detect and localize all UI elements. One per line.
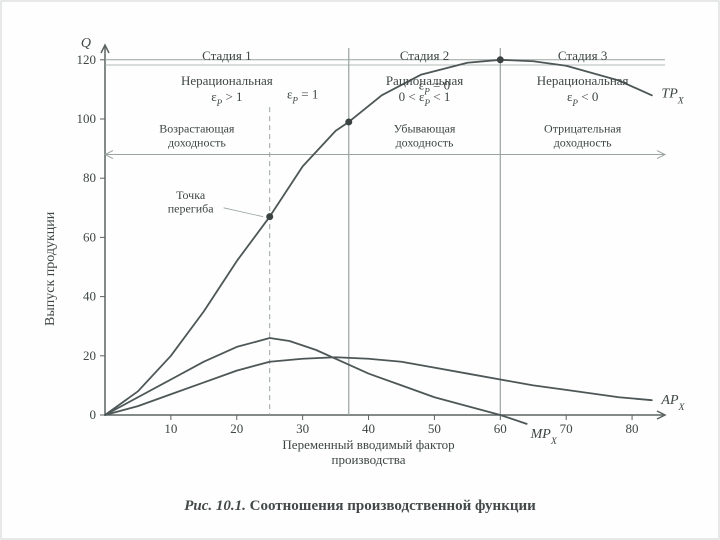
figure-caption: Рис. 10.1. Соотношения производственной … (0, 498, 720, 515)
svg-text:εP > 1: εP > 1 (211, 89, 242, 108)
svg-text:60: 60 (494, 421, 507, 436)
svg-text:APX: APX (660, 393, 685, 413)
svg-text:εP = 1: εP = 1 (287, 86, 318, 105)
svg-text:80: 80 (626, 421, 639, 436)
svg-text:εP < 0: εP < 0 (567, 89, 598, 108)
svg-text:40: 40 (362, 421, 375, 436)
y-axis-label: Выпуск продукции (43, 212, 59, 326)
svg-text:10: 10 (164, 421, 177, 436)
svg-text:120: 120 (77, 52, 97, 67)
svg-text:0: 0 (90, 407, 97, 422)
svg-text:80: 80 (83, 170, 96, 185)
svg-text:40: 40 (83, 289, 96, 304)
svg-text:MPX: MPX (530, 427, 558, 447)
svg-text:Нерациональная: Нерациональная (537, 73, 629, 88)
svg-text:TPX: TPX (661, 86, 684, 106)
figure-title: Соотношения производственной функции (250, 498, 536, 514)
figure-number: Рис. 10.1. (184, 498, 246, 514)
svg-text:20: 20 (83, 348, 96, 363)
svg-text:Стадия 3: Стадия 3 (558, 48, 607, 63)
production-function-chart: 0 20 40 60 80 100 120 10 20 30 40 50 60 70 80 Q Переменн… (0, 0, 720, 540)
figure-container: { "canvas": { "width": 720, "height": 54… (0, 0, 720, 540)
svg-text:20: 20 (230, 421, 243, 436)
svg-text:Отрицательнаядоходность: Отрицательнаядоходность (544, 122, 622, 150)
svg-text:Стадия 1: Стадия 1 (202, 48, 251, 63)
svg-text:Стадия 2: Стадия 2 (400, 48, 449, 63)
svg-text:Точкаперегиба: Точкаперегиба (168, 188, 215, 216)
svg-text:60: 60 (83, 229, 96, 244)
svg-text:70: 70 (560, 421, 573, 436)
svg-text:Убывающаядоходность: Убывающаядоходность (394, 122, 456, 150)
svg-text:Переменный вводимый факторпрои: Переменный вводимый факторпроизводства (282, 437, 454, 467)
svg-text:Возрастающаядоходность: Возрастающаядоходность (159, 122, 235, 150)
svg-text:50: 50 (428, 421, 441, 436)
svg-text:100: 100 (77, 111, 97, 126)
svg-text:30: 30 (296, 421, 309, 436)
svg-text:Нерациональная: Нерациональная (181, 73, 273, 88)
svg-text:Q: Q (81, 36, 91, 51)
